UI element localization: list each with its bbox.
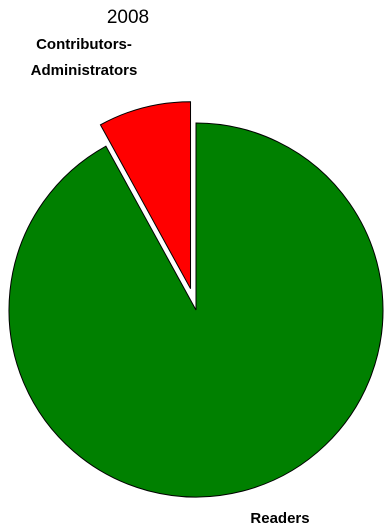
pie-slice-readers	[8, 122, 384, 498]
pie-slice-contributors-administrators	[99, 101, 192, 289]
chart-title: 2008	[106, 7, 150, 28]
slice-label-readers: Readers	[250, 510, 310, 527]
slice-label-contributors-administrators: Contributors- Administrators	[30, 36, 138, 79]
